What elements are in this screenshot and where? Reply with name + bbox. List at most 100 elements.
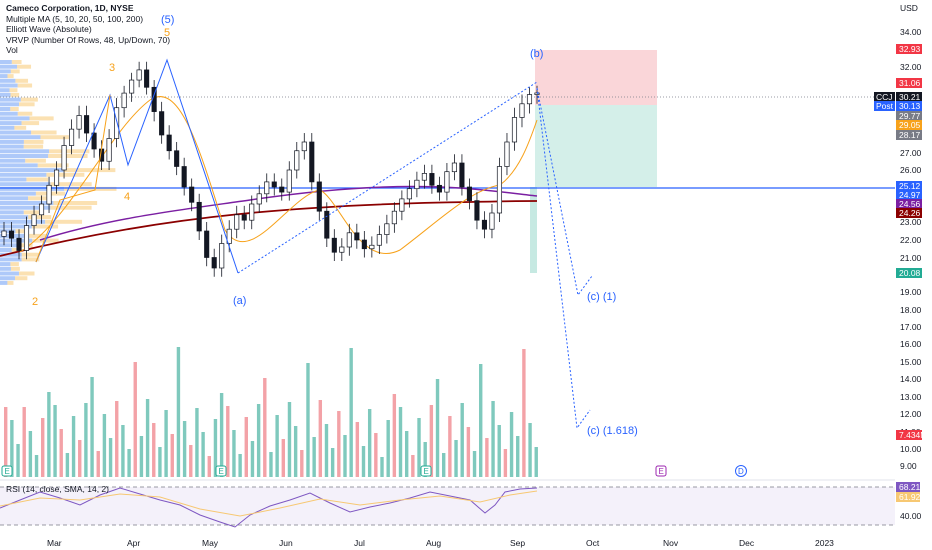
price-axis[interactable]: USD 34.0032.0030.0028.0027.0026.0025.002…: [900, 3, 922, 471]
vp-row-down: [7, 74, 14, 79]
volume-bar: [324, 424, 329, 477]
wave-primary-lines: [35, 58, 239, 274]
volume-bar: [380, 457, 384, 477]
candle-body: [16, 237, 22, 251]
price-tag-label: 29.77: [899, 111, 921, 121]
vp-row-up: [0, 135, 41, 140]
price-tick: 26.00: [900, 165, 922, 175]
symbol-title[interactable]: Cameco Corporation, 1D, NYSE: [6, 3, 134, 13]
vp-row-down: [17, 83, 33, 88]
price-tag: [896, 268, 922, 278]
candle-body: [339, 246, 345, 253]
price-tag-label: 30.21: [899, 92, 921, 102]
chart-legend: Cameco Corporation, 1D, NYSE Multiple MA…: [6, 3, 170, 56]
volume-bar: [71, 416, 76, 477]
vp-row-up: [0, 186, 65, 191]
candle-body: [436, 184, 442, 193]
vp-row-up: [0, 116, 30, 121]
vp-row-down: [15, 78, 29, 83]
volume-bar: [127, 449, 131, 477]
volume-bar: [417, 418, 421, 477]
candle-body: [421, 173, 427, 181]
candle-body: [331, 237, 337, 253]
volume-bar: [108, 438, 113, 477]
wave-c-projection-2: [536, 87, 591, 430]
price-tag-prefix-text: CCJ: [876, 92, 893, 102]
candle-body: [76, 115, 82, 130]
price-tag: [896, 190, 922, 200]
volume-bar: [337, 411, 341, 477]
volume-bar: [466, 427, 471, 477]
price-tag: [896, 208, 922, 218]
indicator-elliott[interactable]: Elliott Wave (Absolute): [6, 24, 92, 34]
volume-bar: [84, 403, 88, 477]
price-tag: [896, 111, 922, 121]
candle-body: [451, 162, 457, 173]
candle-body: [204, 230, 210, 258]
svg-text:E: E: [5, 467, 10, 476]
candle-body: [526, 94, 533, 105]
candle-body: [121, 92, 127, 109]
volume-bar: [102, 414, 107, 477]
time-axis[interactable]: Mar Apr May Jun Jul Aug Sep Oct Nov Dec 2023: [47, 538, 834, 548]
vp-row-up: [0, 121, 22, 126]
candle-body: [309, 141, 315, 183]
vp-row-up: [0, 74, 8, 79]
candle-body: [264, 181, 270, 195]
vp-row-up: [0, 60, 12, 64]
vp-row-up: [0, 139, 24, 144]
vp-row-up: [0, 88, 10, 93]
indicator-vol[interactable]: Vol: [6, 45, 18, 55]
target-zone: [535, 105, 657, 187]
wave-b-trend: [237, 81, 538, 274]
rsi-legend[interactable]: RSI (14, close, SMA, 14, 2): [6, 484, 109, 494]
time-tick: Sep: [510, 538, 525, 548]
price-tick: 13.00: [900, 392, 922, 402]
price-tag-label: 24.56: [899, 199, 921, 209]
vp-row-up: [0, 280, 8, 285]
candle-body: [444, 171, 450, 193]
indicator-ma[interactable]: Multiple MA (5, 10, 20, 50, 100, 200): [6, 13, 144, 24]
price-tag-label: 24.26: [899, 208, 921, 218]
volume-bars: [4, 347, 538, 477]
vp-row-down: [26, 177, 49, 182]
price-tick: 10.00: [900, 444, 922, 454]
volume-bar: [90, 377, 94, 477]
volume-bar: [300, 450, 304, 477]
candle-body: [166, 134, 172, 152]
volume-bar: [213, 419, 218, 477]
vp-row-down: [21, 121, 40, 126]
volume-bar: [53, 405, 57, 477]
candle-body: [241, 214, 247, 221]
ma-200: [0, 200, 538, 257]
svg-text:E: E: [424, 467, 429, 476]
wave-label-4: 4: [124, 191, 130, 203]
svg-text:E: E: [659, 467, 664, 476]
time-tick: Dec: [739, 538, 755, 548]
price-tag: [896, 120, 922, 130]
vp-row-down: [14, 125, 27, 130]
price-tick: 27.00: [900, 148, 922, 158]
vp-row-down: [40, 135, 74, 140]
price-tag-label: 29.05: [899, 120, 921, 130]
volume-bar: [485, 438, 489, 477]
candle-body: [519, 103, 525, 118]
volume-bar: [398, 407, 403, 477]
vp-row-down: [21, 252, 40, 257]
volume-bar: [170, 434, 174, 477]
vp-row-up: [0, 262, 11, 267]
earnings-markers[interactable]: E E E E D: [1, 465, 747, 477]
volume-bar: [423, 442, 427, 477]
volume-bar: [355, 422, 360, 477]
rsi-pane: [0, 479, 895, 528]
volume-bar: [10, 420, 14, 477]
candle-body: [181, 166, 187, 188]
price-tag-label: 32.93: [899, 44, 921, 54]
indicator-vrvp[interactable]: VRVP (Number Of Rows, 48, Up/Down, 70): [6, 34, 171, 45]
candle-body: [69, 128, 75, 146]
price-tick: 17.00: [900, 322, 922, 332]
vp-row-up: [0, 219, 46, 224]
candle-body: [354, 232, 360, 241]
vp-row-down: [23, 144, 44, 149]
